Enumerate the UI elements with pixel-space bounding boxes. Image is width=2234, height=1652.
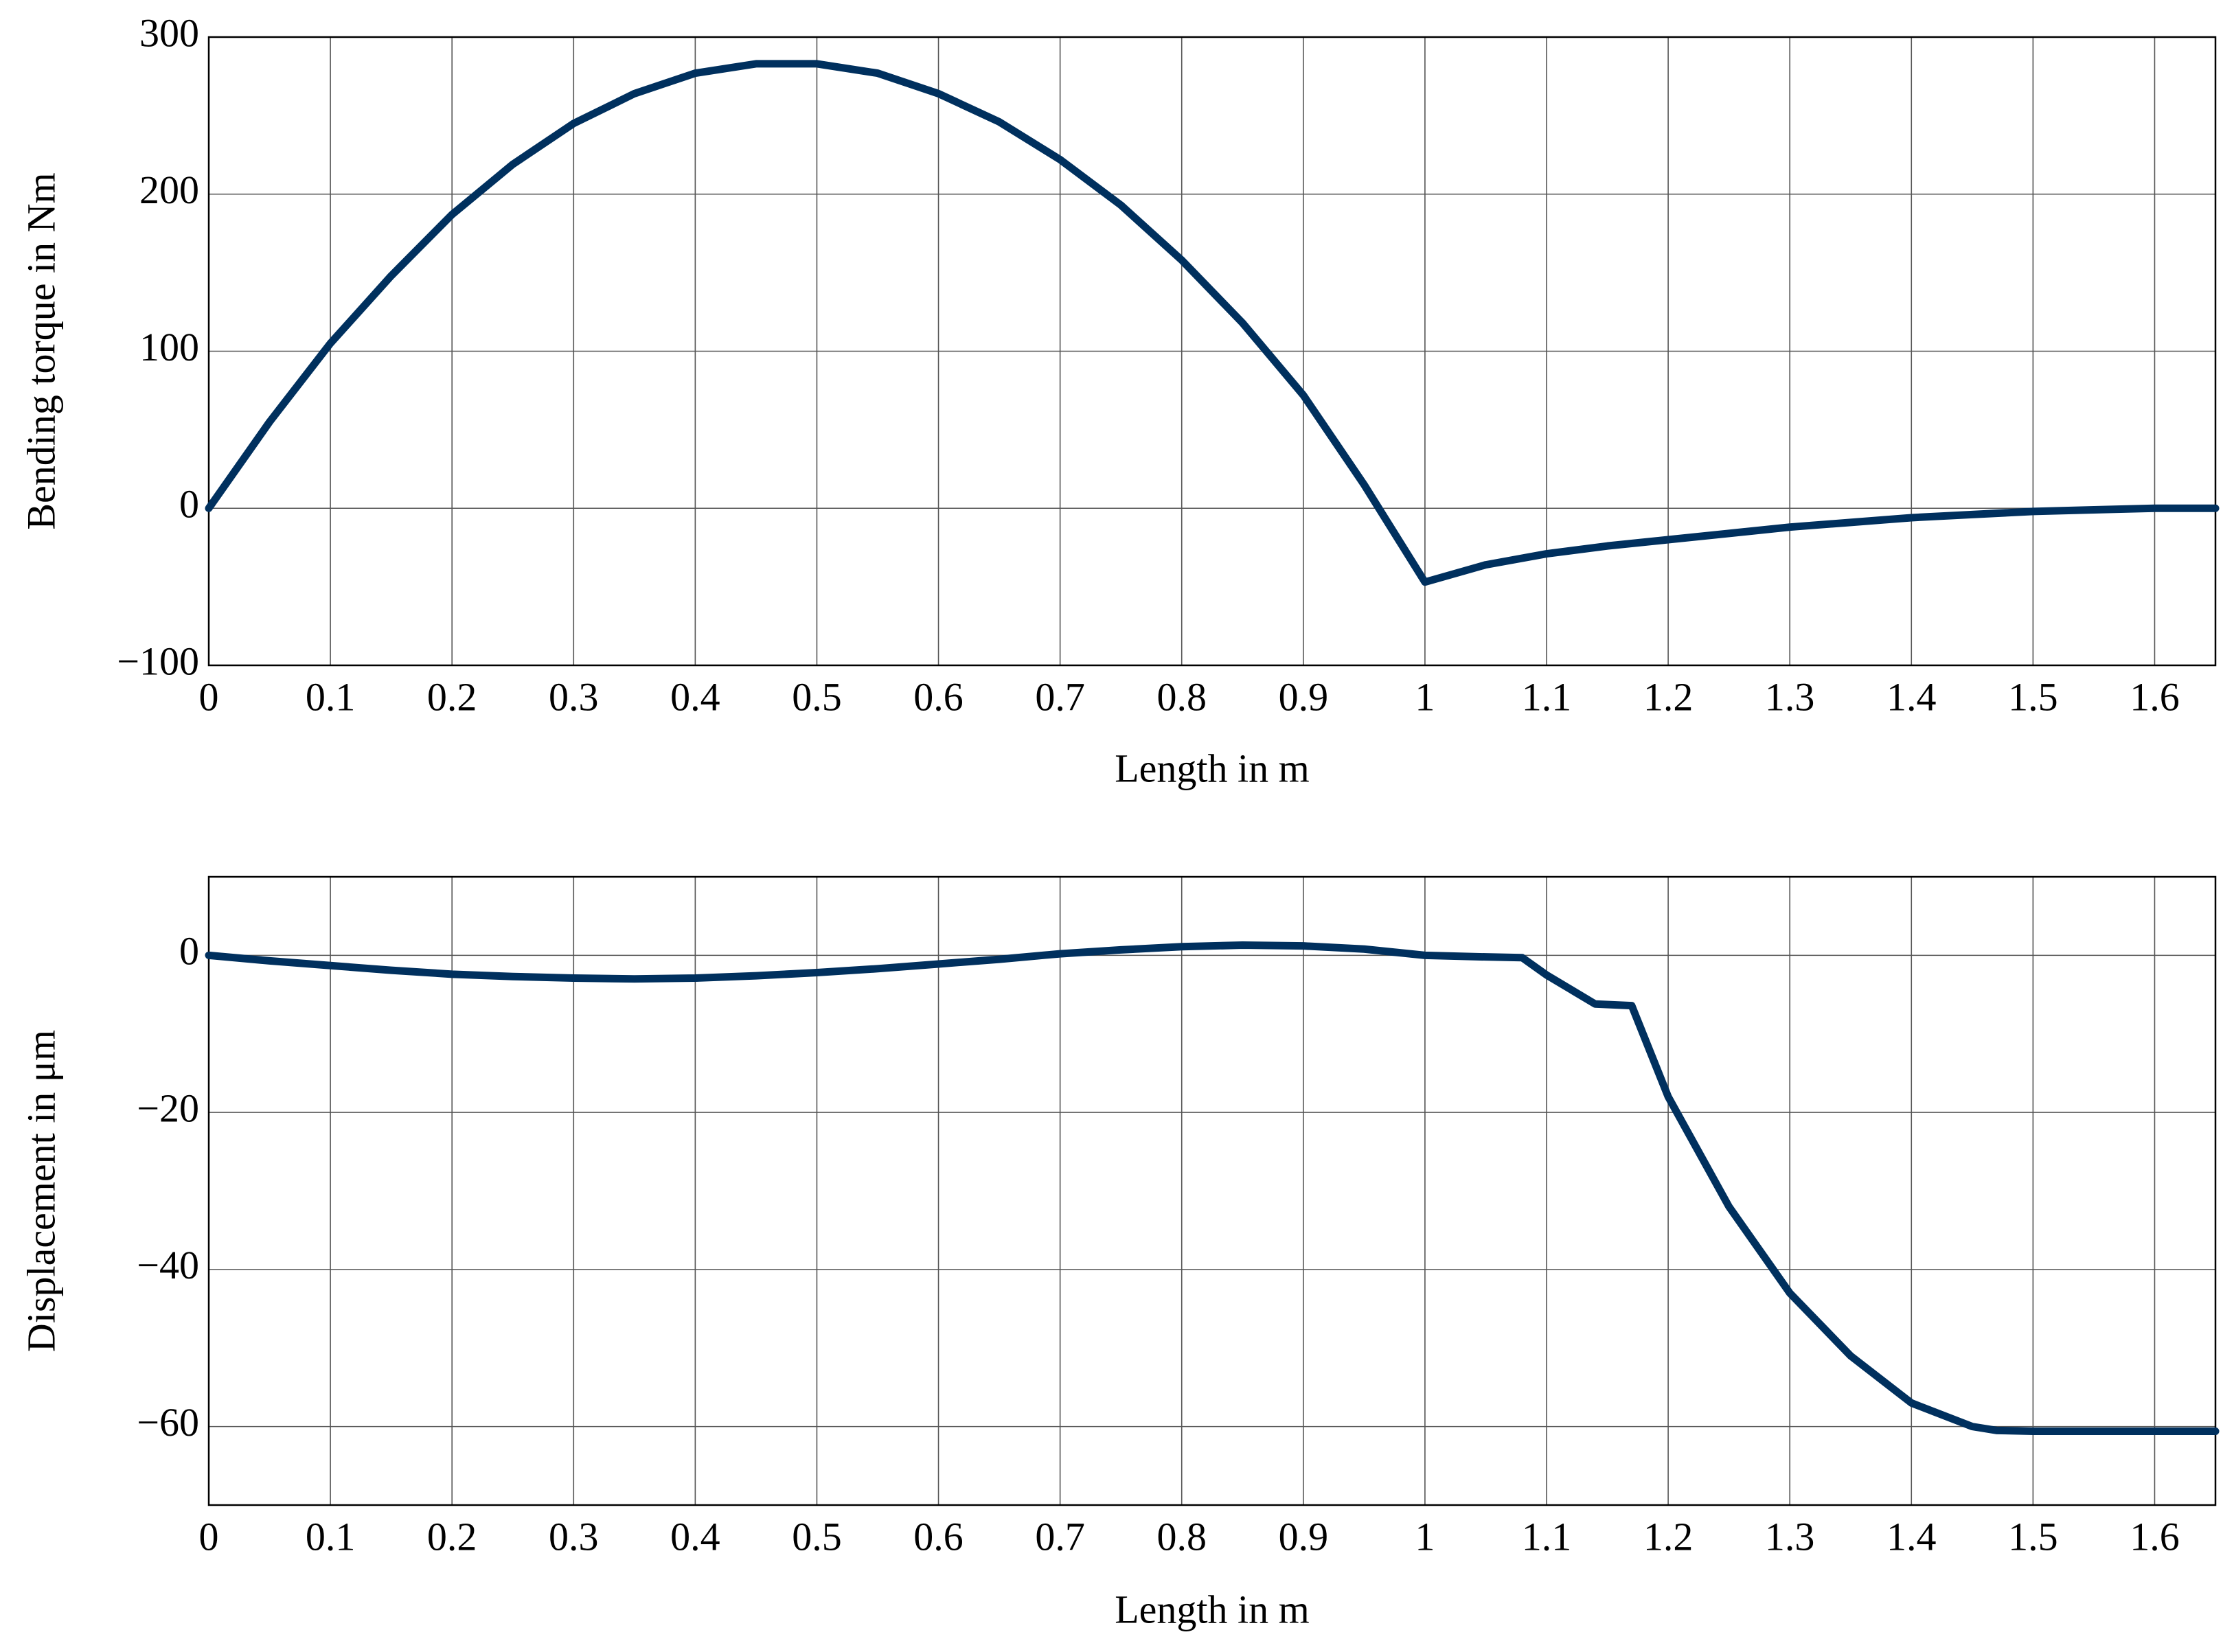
x-tick-label: 0.4: [670, 1514, 720, 1559]
x-axis-label: Length in m: [1115, 1587, 1310, 1631]
x-tick-label: 1.1: [1522, 674, 1572, 719]
y-tick-label: 300: [139, 10, 199, 55]
x-tick-label: 0.2: [427, 674, 477, 719]
x-tick-label: 0.2: [427, 1514, 477, 1559]
x-tick-label: 0.1: [306, 1514, 356, 1559]
x-axis-label: Length in m: [1115, 746, 1310, 790]
x-tick-label: 0.9: [1279, 674, 1329, 719]
x-tick-label: 1.2: [1643, 1514, 1694, 1559]
plot-frame: [207, 875, 2217, 1506]
data-line: [205, 941, 2220, 1435]
y-tick-label: −100: [117, 639, 199, 683]
x-tick-label: 0.8: [1156, 1514, 1207, 1559]
x-tick-label: 1.3: [1765, 1514, 1815, 1559]
x-tick-label: 1.4: [1887, 674, 1937, 719]
data-line: [205, 60, 2220, 586]
x-tick-label: 0.6: [913, 1514, 964, 1559]
x-tick-label: 1.4: [1887, 1514, 1937, 1559]
x-tick-label: 1.5: [2008, 1514, 2058, 1559]
x-tick-label: 0.7: [1035, 674, 1085, 719]
y-axis-label: Bending torque in Nm: [19, 172, 63, 529]
y-tick-label: −40: [137, 1243, 199, 1287]
y-axis-label: Displacement in μm: [19, 1030, 63, 1352]
x-tick-label: 1.6: [2130, 674, 2180, 719]
y-tick-label: −20: [137, 1086, 199, 1130]
x-tick-label: 1.5: [2008, 674, 2058, 719]
x-tick-label: 0.9: [1279, 1514, 1329, 1559]
x-tick-label: 1.6: [2130, 1514, 2180, 1559]
x-tick-label: 1.3: [1765, 674, 1815, 719]
x-tick-label: 1: [1415, 674, 1435, 719]
y-tick-label: 200: [139, 168, 199, 212]
y-tick-label: 0: [179, 929, 199, 974]
x-tick-label: 0.6: [913, 674, 964, 719]
x-tick-label: 0.4: [670, 674, 720, 719]
y-tick-label: −60: [137, 1400, 199, 1445]
x-tick-label: 1.1: [1522, 1514, 1572, 1559]
x-tick-label: 0.7: [1035, 1514, 1085, 1559]
x-tick-label: 1.2: [1643, 674, 1694, 719]
x-tick-label: 0.3: [549, 1514, 599, 1559]
x-tick-label: 1: [1415, 1514, 1435, 1559]
x-tick-label: 0.8: [1156, 674, 1207, 719]
x-tick-label: 0.5: [792, 1514, 842, 1559]
x-tick-label: 0.1: [306, 674, 356, 719]
y-tick-label: 100: [139, 325, 199, 369]
x-tick-label: 0: [199, 1514, 219, 1559]
y-tick-label: 0: [179, 482, 199, 527]
x-tick-label: 0.3: [549, 674, 599, 719]
x-tick-label: 0.5: [792, 674, 842, 719]
plot-frame: [207, 36, 2217, 667]
x-tick-label: 0: [199, 674, 219, 719]
